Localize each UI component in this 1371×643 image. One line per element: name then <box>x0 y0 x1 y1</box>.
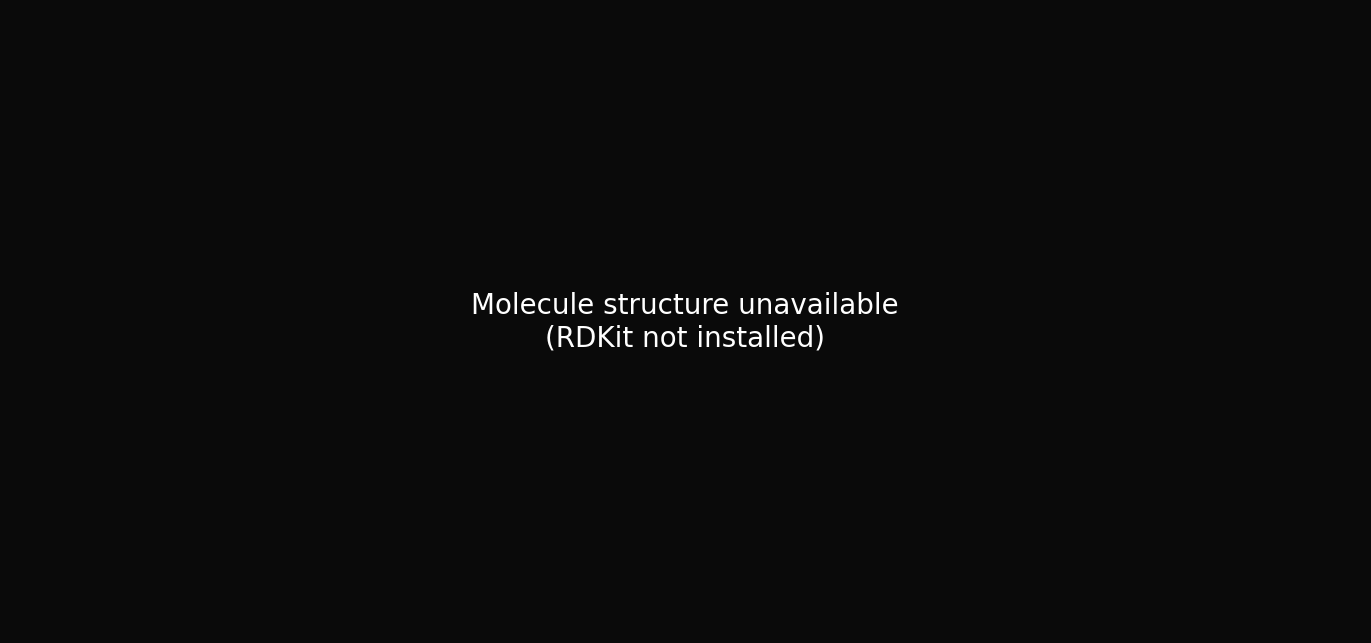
Text: Molecule structure unavailable
(RDKit not installed): Molecule structure unavailable (RDKit no… <box>472 292 899 352</box>
